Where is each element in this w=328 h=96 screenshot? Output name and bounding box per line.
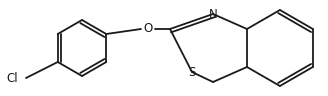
Text: N: N bbox=[209, 7, 217, 21]
Text: O: O bbox=[143, 22, 153, 36]
Text: S: S bbox=[188, 65, 196, 79]
Text: Cl: Cl bbox=[6, 72, 18, 84]
